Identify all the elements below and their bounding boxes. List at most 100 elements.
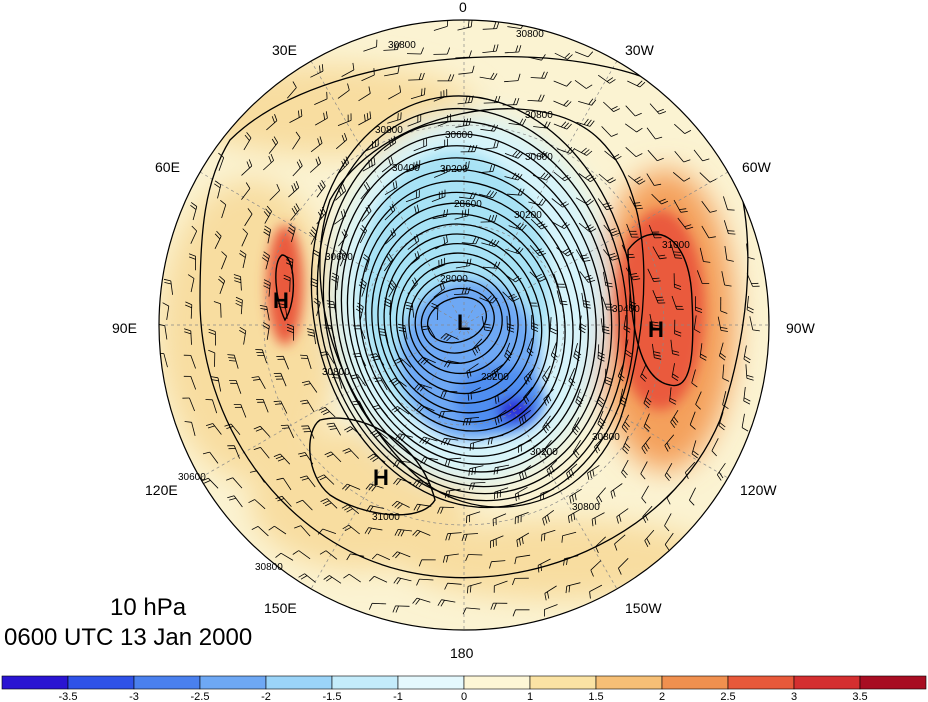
wind-barb-feather [313, 249, 321, 254]
wind-barb [376, 429, 388, 439]
wind-barb-feather [515, 45, 519, 53]
wind-barb-feather [234, 280, 242, 284]
wind-barb-feather [332, 272, 339, 277]
wind-barb [741, 413, 745, 428]
wind-barb [537, 558, 551, 566]
wind-barb-feather [621, 472, 627, 478]
wind-barb [542, 509, 555, 519]
wind-barb-feather [398, 434, 403, 441]
wind-barb-feather [319, 182, 324, 189]
wind-barb [481, 242, 496, 247]
wind-barb [289, 277, 291, 292]
height-contour [408, 270, 511, 375]
contour-label: 30800 [516, 29, 544, 40]
wind-barb [652, 246, 661, 259]
wind-barb [313, 330, 316, 345]
wind-barb-feather [391, 379, 398, 385]
wind-barb-feather [622, 469, 628, 476]
wind-barb-feather [368, 484, 374, 491]
wind-barb-feather [537, 565, 540, 573]
wind-barb-feather [443, 209, 445, 217]
wind-barb-feather [484, 326, 491, 329]
wind-barb [504, 176, 519, 181]
lon-label-60w: 60W [742, 159, 772, 175]
wind-barb [240, 300, 243, 315]
wind-barb-feather [446, 335, 452, 342]
wind-barb-feather [672, 373, 679, 378]
wind-barb-feather [536, 221, 544, 226]
wind-barb-feather [541, 199, 547, 206]
wind-barb-feather [511, 172, 517, 179]
wind-barb-feather [277, 498, 285, 502]
contour-labels: 30800 30800 30800 30600 30600 30400 3020… [178, 29, 690, 573]
wind-barb-feather [512, 578, 516, 586]
wind-barb [389, 300, 392, 315]
wind-barb [281, 495, 292, 507]
wind-barb-feather [296, 161, 301, 169]
wind-barb-feather [588, 98, 594, 105]
wind-barb-feather [443, 236, 446, 244]
wind-barb [504, 153, 519, 159]
wind-barb [530, 218, 542, 230]
wind-barb [219, 280, 226, 295]
wind-barb-feather [291, 208, 296, 215]
colorbar-tick-label: -3.5 [59, 691, 78, 702]
wind-barb-feather [689, 424, 696, 430]
wind-barb-feather [286, 326, 294, 331]
wind-barb [749, 316, 754, 330]
wind-barb [502, 291, 513, 302]
wind-barb [358, 118, 371, 126]
wind-barb-feather [344, 426, 351, 431]
wind-barb [595, 536, 606, 547]
wind-barb [723, 196, 728, 210]
wind-barb-feather [550, 327, 557, 332]
wind-barb-feather [540, 172, 546, 179]
wind-barb [604, 150, 616, 161]
wind-barb-feather [643, 426, 650, 432]
wind-barb [652, 290, 659, 304]
wind-barb-feather [686, 226, 694, 230]
wind-barb-feather [515, 277, 522, 283]
wind-barb [664, 513, 672, 526]
wind-barb-feather [493, 603, 497, 610]
wind-barb [466, 363, 479, 372]
wind-barb-feather [393, 460, 398, 467]
wind-barb-feather [546, 469, 551, 477]
wind-barb-feather [575, 350, 582, 356]
wind-barb [388, 91, 401, 100]
wind-barb-feather [263, 228, 271, 233]
wind-barb [444, 553, 459, 557]
wind-barb [542, 440, 552, 452]
wind-barb-feather [188, 256, 196, 260]
wind-barb-feather [566, 80, 572, 87]
wind-barb-feather [610, 491, 614, 499]
wind-barb-feather [471, 467, 474, 476]
wind-barb-feather [418, 481, 424, 488]
wind-barb-feather [709, 210, 717, 213]
wind-barb-feather [419, 406, 425, 412]
wind-barb [464, 533, 479, 535]
wind-barb [621, 244, 629, 258]
wind-barb-feather [467, 208, 470, 216]
wind-barb-feather [379, 334, 387, 336]
wind-barb [433, 288, 445, 298]
wind-barb [529, 245, 540, 257]
wind-barb-feather [620, 399, 627, 404]
wind-barb [598, 173, 610, 184]
wind-barb-feather [496, 21, 500, 29]
wind-barb [575, 249, 584, 262]
wind-barb-feather [319, 550, 327, 555]
wind-barb [542, 415, 551, 428]
wind-barb-feather [634, 176, 641, 181]
wind-barb-feather [393, 135, 397, 143]
wind-barb-feather [391, 137, 394, 145]
wind-barb [282, 356, 289, 370]
wind-barb [614, 534, 626, 545]
wind-barb [529, 271, 541, 282]
wind-barb [647, 268, 655, 282]
wind-barb-feather [680, 211, 688, 213]
wind-barb-feather [659, 257, 667, 260]
wind-barb [564, 555, 579, 559]
wind-barb-feather [669, 400, 676, 405]
wind-barb [699, 343, 703, 358]
